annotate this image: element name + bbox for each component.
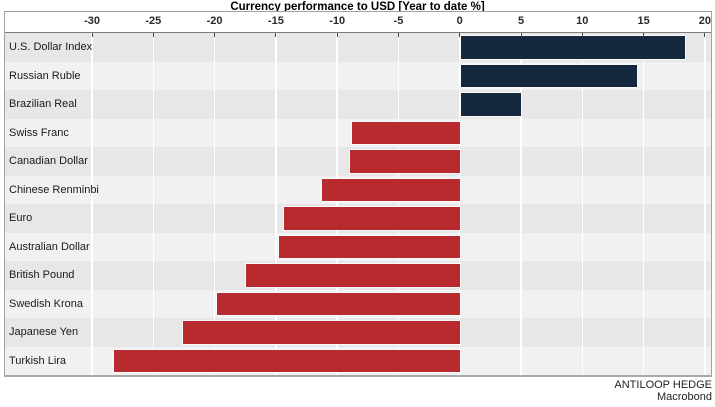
bar-australian-dollar: [278, 234, 461, 259]
bar-japanese-yen: [181, 320, 461, 345]
row-label: British Pound: [9, 269, 75, 282]
bar-russian-ruble: [459, 63, 639, 88]
bar-british-pound: [245, 263, 461, 288]
bar-u-s-dollar-index: [459, 35, 687, 60]
row-label: Euro: [9, 212, 33, 225]
x-axis-tick-mark: [643, 33, 645, 37]
row-label: Swiss Franc: [9, 126, 69, 139]
gridline: [704, 33, 706, 375]
bar-swiss-franc: [350, 120, 461, 145]
x-axis: -30 -25 -20 -15 -10 -5 0 5 10 15 20: [5, 12, 711, 33]
x-axis-tick-label: 0: [456, 15, 463, 27]
footer-brand: ANTILOOP HEDGE: [614, 379, 712, 391]
row-label: Chinese Renminbi: [9, 183, 99, 196]
row-label: Swedish Krona: [9, 297, 83, 310]
bar-turkish-lira: [112, 348, 461, 373]
x-axis-tick-mark: [214, 33, 216, 37]
x-axis-tick-label: -20: [206, 15, 223, 27]
footer-source: Macrobond: [656, 391, 712, 403]
row-label: Canadian Dollar: [9, 155, 88, 168]
x-axis-tick-label: -5: [393, 15, 404, 27]
row-label: Japanese Yen: [9, 326, 79, 339]
x-axis-tick-label: -25: [145, 15, 162, 27]
row-band: [5, 90, 711, 119]
gridline: [458, 33, 461, 375]
gridline: [581, 33, 584, 375]
x-axis-tick-mark: [397, 33, 399, 37]
bar-canadian-dollar: [349, 149, 461, 174]
gridline: [397, 33, 400, 375]
bar-chinese-renminbi: [321, 177, 461, 202]
row-label: Turkish Lira: [9, 354, 67, 367]
x-axis-tick-label: -15: [267, 15, 284, 27]
gridline: [520, 33, 522, 375]
x-axis-tick-label: 20: [698, 15, 711, 27]
plot-area: U.S. Dollar Index Russian Ruble Brazilian …: [5, 33, 711, 375]
chart-title: Currency performance to USD [Year to dat…: [230, 1, 485, 13]
gridline: [642, 33, 645, 375]
chart-footer: ANTILOOP HEDGE Macrobond: [614, 379, 712, 403]
x-axis-tick-label: 15: [637, 15, 650, 27]
x-axis-tick-mark: [520, 33, 522, 37]
x-axis-tick-label: 10: [576, 15, 589, 27]
x-axis-tick-label: -10: [329, 15, 346, 27]
x-axis-tick-label: 5: [517, 15, 525, 27]
bar-euro: [283, 206, 461, 231]
x-axis-tick-mark: [581, 33, 583, 37]
x-axis-tick-mark: [91, 33, 93, 37]
x-axis-tick-mark: [152, 33, 154, 37]
x-axis-tick-label: -30: [84, 15, 100, 27]
gridline: [275, 33, 277, 375]
gridline: [213, 33, 216, 375]
x-axis-tick-mark: [275, 33, 277, 37]
x-axis-tick-mark: [704, 33, 706, 37]
chart-frame: -30 -25 -20 -15 -10 -5 0 5 10 15 20 U.S. Dollar In…: [4, 11, 712, 377]
gridline: [152, 33, 155, 375]
gridline: [91, 33, 93, 375]
x-axis-tick-mark: [336, 33, 338, 37]
row-label: Brazilian Real: [9, 98, 77, 111]
bar-brazilian-real: [459, 92, 522, 117]
bar-swedish-krona: [215, 291, 461, 316]
row-label: Russian Ruble: [9, 69, 81, 82]
x-axis-tick-mark: [459, 33, 461, 37]
gridline: [336, 33, 338, 375]
row-label: U.S. Dollar Index: [9, 41, 93, 54]
row-label: Australian Dollar: [9, 240, 90, 253]
